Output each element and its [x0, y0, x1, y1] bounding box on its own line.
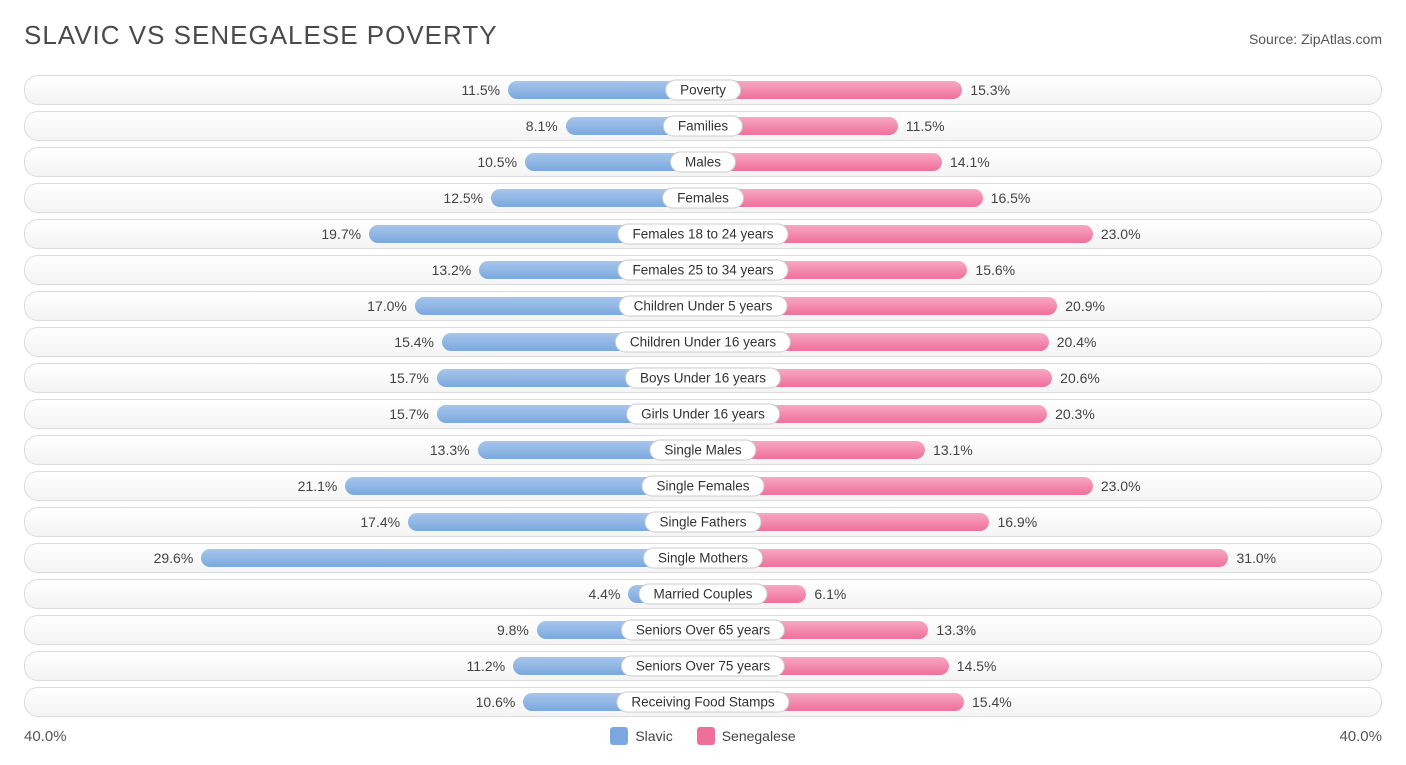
chart-row: 15.7% 20.6% Boys Under 16 years	[24, 363, 1382, 393]
chart-title: SLAVIC VS SENEGALESE POVERTY	[24, 20, 498, 51]
legend-label-slavic: Slavic	[635, 728, 672, 744]
value-senegalese: 23.0%	[1101, 226, 1141, 242]
category-label: Females 18 to 24 years	[617, 224, 788, 245]
chart-row: 13.3% 13.1% Single Males	[24, 435, 1382, 465]
bar-slavic	[201, 549, 703, 567]
source-label: Source:	[1249, 31, 1297, 47]
chart-row: 19.7% 23.0% Females 18 to 24 years	[24, 219, 1382, 249]
source-attribution: Source: ZipAtlas.com	[1249, 31, 1382, 47]
chart-row: 13.2% 15.6% Females 25 to 34 years	[24, 255, 1382, 285]
chart-row: 10.5% 14.1% Males	[24, 147, 1382, 177]
value-senegalese: 13.1%	[933, 442, 973, 458]
value-senegalese: 6.1%	[814, 586, 846, 602]
value-slavic: 9.8%	[497, 622, 529, 638]
value-slavic: 10.6%	[476, 694, 516, 710]
value-senegalese: 13.3%	[936, 622, 976, 638]
chart-row: 10.6% 15.4% Receiving Food Stamps	[24, 687, 1382, 717]
value-senegalese: 15.4%	[972, 694, 1012, 710]
value-senegalese: 14.5%	[957, 658, 997, 674]
category-label: Receiving Food Stamps	[616, 692, 789, 713]
value-slavic: 4.4%	[589, 586, 621, 602]
value-slavic: 13.3%	[430, 442, 470, 458]
category-label: Females 25 to 34 years	[617, 260, 788, 281]
value-senegalese: 16.5%	[991, 190, 1031, 206]
value-senegalese: 23.0%	[1101, 478, 1141, 494]
chart-row: 12.5% 16.5% Females	[24, 183, 1382, 213]
category-label: Females	[662, 188, 744, 209]
chart-row: 17.0% 20.9% Children Under 5 years	[24, 291, 1382, 321]
value-slavic: 29.6%	[154, 550, 194, 566]
category-label: Girls Under 16 years	[626, 404, 780, 425]
bar-senegalese	[703, 81, 962, 99]
legend-swatch-slavic	[610, 727, 628, 745]
diverging-bar-chart: 11.5%15.3%Poverty8.1%11.5%Families10.5%1…	[24, 75, 1382, 717]
bar-senegalese	[703, 153, 942, 171]
value-slavic: 17.0%	[367, 298, 407, 314]
value-senegalese: 20.6%	[1060, 370, 1100, 386]
chart-row: 9.8% 13.3% Seniors Over 65 years	[24, 615, 1382, 645]
value-slavic: 12.5%	[443, 190, 483, 206]
legend-item-senegalese: Senegalese	[697, 727, 796, 745]
value-slavic: 13.2%	[432, 262, 472, 278]
value-senegalese: 20.4%	[1057, 334, 1097, 350]
value-slavic: 10.5%	[477, 154, 517, 170]
chart-row: 15.4% 20.4% Children Under 16 years	[24, 327, 1382, 357]
category-label: Boys Under 16 years	[625, 368, 781, 389]
chart-header: SLAVIC VS SENEGALESE POVERTY Source: Zip…	[24, 20, 1382, 51]
legend-swatch-senegalese	[697, 727, 715, 745]
value-senegalese: 14.1%	[950, 154, 990, 170]
chart-row: 29.6% 31.0% Single Mothers	[24, 543, 1382, 573]
value-senegalese: 11.5%	[906, 118, 945, 134]
category-label: Children Under 16 years	[615, 332, 791, 353]
category-label: Single Fathers	[644, 512, 761, 533]
value-slavic: 17.4%	[360, 514, 400, 530]
value-senegalese: 31.0%	[1236, 550, 1276, 566]
value-senegalese: 15.3%	[970, 82, 1010, 98]
value-slavic: 19.7%	[321, 226, 361, 242]
chart-row: 15.7% 20.3% Girls Under 16 years	[24, 399, 1382, 429]
chart-row: 8.1% 11.5% Families	[24, 111, 1382, 141]
category-label: Married Couples	[638, 584, 767, 605]
value-slavic: 15.7%	[389, 370, 429, 386]
axis-max-right: 40.0%	[1339, 728, 1382, 745]
chart-row: 4.4% 6.1% Married Couples	[24, 579, 1382, 609]
category-label: Families	[663, 116, 743, 137]
legend-item-slavic: Slavic	[610, 727, 672, 745]
category-label: Seniors Over 65 years	[621, 620, 785, 641]
axis-max-left: 40.0%	[24, 728, 67, 745]
category-label: Single Males	[649, 440, 756, 461]
legend: Slavic Senegalese	[610, 727, 795, 745]
value-slavic: 15.4%	[394, 334, 434, 350]
value-slavic: 15.7%	[389, 406, 429, 422]
category-label: Single Females	[641, 476, 764, 497]
chart-row: 11.2% 14.5% Seniors Over 75 years	[24, 651, 1382, 681]
source-name[interactable]: ZipAtlas.com	[1301, 31, 1382, 47]
category-label: Single Mothers	[643, 548, 763, 569]
category-label: Males	[670, 152, 736, 173]
value-senegalese: 15.6%	[975, 262, 1015, 278]
chart-row: 11.5% 15.3% Poverty	[24, 75, 1382, 105]
value-slavic: 21.1%	[298, 478, 338, 494]
chart-row: 17.4% 16.9% Single Fathers	[24, 507, 1382, 537]
category-label: Children Under 5 years	[619, 296, 788, 317]
value-slavic: 11.5%	[461, 82, 500, 98]
value-slavic: 11.2%	[467, 658, 506, 674]
value-senegalese: 20.9%	[1065, 298, 1105, 314]
chart-row: 21.1% 23.0% Single Females	[24, 471, 1382, 501]
chart-footer: 40.0% Slavic Senegalese 40.0%	[24, 727, 1382, 745]
value-senegalese: 20.3%	[1055, 406, 1095, 422]
category-label: Seniors Over 75 years	[621, 656, 785, 677]
category-label: Poverty	[665, 80, 741, 101]
value-senegalese: 16.9%	[997, 514, 1037, 530]
value-slavic: 8.1%	[526, 118, 558, 134]
bar-senegalese	[703, 189, 983, 207]
bar-senegalese	[703, 549, 1228, 567]
legend-label-senegalese: Senegalese	[722, 728, 796, 744]
